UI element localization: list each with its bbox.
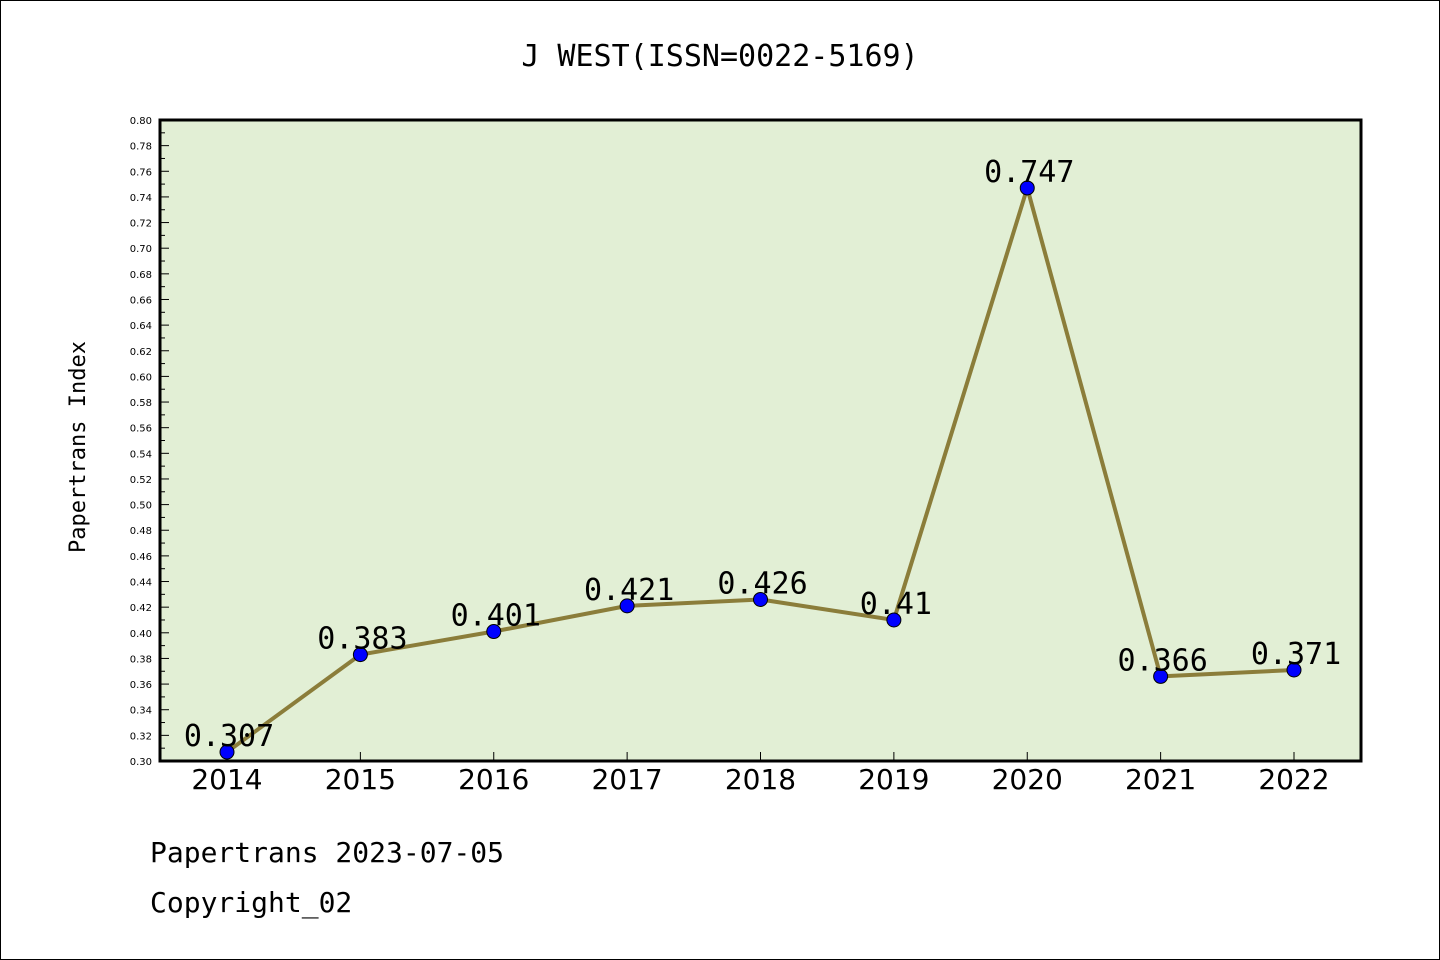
data-point — [619, 598, 635, 614]
x-tick-label: 2021 — [1125, 763, 1196, 796]
footer-copyright: Copyright_02 — [150, 886, 353, 919]
data-point — [886, 612, 902, 628]
y-tick-label: 0.46 — [130, 552, 152, 563]
y-tick-label: 0.34 — [130, 706, 152, 717]
y-tick-label: 0.74 — [130, 193, 152, 204]
y-tick-label: 0.56 — [130, 424, 152, 435]
y-tick-label: 0.60 — [130, 372, 152, 383]
y-tick-label: 0.70 — [130, 244, 152, 255]
y-tick-label: 0.50 — [130, 501, 152, 512]
y-tick-label: 0.44 — [130, 578, 152, 589]
y-tick-label: 0.80 — [130, 116, 152, 127]
data-label: 0.421 — [584, 573, 674, 608]
y-tick-label: 0.32 — [130, 731, 152, 742]
data-markers — [219, 180, 1302, 760]
y-tick-label: 0.42 — [130, 603, 152, 614]
data-label: 0.366 — [1117, 643, 1207, 678]
data-label: 0.747 — [984, 155, 1074, 190]
x-tick-label: 2016 — [458, 763, 529, 796]
x-tick-label: 2020 — [992, 763, 1063, 796]
y-tick-label: 0.58 — [130, 398, 152, 409]
chart-title: J WEST(ISSN=0022-5169) — [521, 39, 918, 74]
data-point — [1019, 180, 1035, 196]
data-label: 0.307 — [184, 719, 274, 754]
y-tick-label: 0.30 — [130, 757, 152, 768]
data-labels: 0.307 0.383 0.401 0.421 0.426 0.41 0.747 0.366 0… — [184, 155, 1341, 754]
y-tick-label: 0.78 — [130, 142, 152, 153]
y-tick-label: 0.40 — [130, 629, 152, 640]
plot-border — [158, 118, 1363, 763]
y-tick-label: 0.76 — [130, 167, 152, 178]
x-tick-label: 2018 — [725, 763, 796, 796]
x-tick-label: 2022 — [1258, 763, 1329, 796]
y-tick-label: 0.62 — [130, 347, 152, 358]
y-tick-label: 0.72 — [130, 219, 152, 230]
data-point — [219, 744, 235, 760]
data-label: 0.426 — [717, 566, 807, 601]
data-label: 0.41 — [860, 587, 932, 622]
x-tick-label: 2019 — [858, 763, 929, 796]
y-axis-label: Papertrans Index — [66, 341, 91, 553]
data-label: 0.383 — [317, 622, 407, 657]
y-tick-label: 0.52 — [130, 475, 152, 486]
data-point — [1286, 662, 1302, 678]
y-tick-label: 0.36 — [130, 680, 152, 691]
x-axis-ticks: 2014 2015 2016 2017 2018 2019 2020 2021 2022 — [191, 752, 1330, 796]
data-point — [753, 591, 768, 607]
data-point — [352, 647, 368, 663]
data-label: 0.401 — [451, 599, 541, 634]
data-point — [486, 624, 502, 640]
y-tick-label: 0.66 — [130, 295, 152, 306]
data-point — [1153, 668, 1169, 684]
footer-source: Papertrans 2023-07-05 — [150, 836, 505, 869]
data-label: 0.371 — [1251, 637, 1341, 672]
y-tick-label: 0.54 — [130, 449, 152, 460]
y-tick-label: 0.38 — [130, 654, 152, 665]
y-tick-label: 0.68 — [130, 270, 152, 281]
x-tick-label: 2015 — [325, 763, 396, 796]
y-tick-label: 0.48 — [130, 526, 152, 537]
y-tick-label: 0.64 — [130, 321, 152, 332]
x-tick-label: 2014 — [191, 763, 262, 796]
x-tick-label: 2017 — [591, 763, 662, 796]
